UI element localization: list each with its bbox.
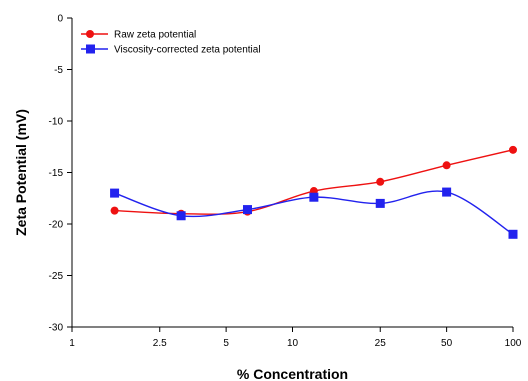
x-tick-label: 50 (441, 338, 453, 349)
data-point (176, 211, 186, 221)
series-2 (110, 187, 518, 239)
x-tick-label: 1 (69, 338, 75, 349)
data-point (509, 145, 517, 154)
y-tick-label: -20 (49, 220, 64, 231)
legend-label: Viscosity-corrected zeta potential (114, 45, 261, 56)
legend: Raw zeta potential Viscosity-corrected ze… (81, 30, 261, 56)
series-line (114, 149, 514, 215)
data-point (442, 161, 451, 170)
x-tick-label: 25 (375, 338, 387, 349)
series-1 (110, 145, 517, 218)
x-tick-label: 10 (287, 338, 299, 349)
x-axis-title: % Concentration (237, 366, 348, 381)
axes: 0 -5 -10 -15 -20 -25 -30 1 2.5 5 10 25 50 100 (49, 14, 522, 350)
data-point (242, 205, 252, 215)
data-point (110, 206, 119, 215)
legend-label: Raw zeta potential (114, 30, 196, 41)
data-point (442, 187, 452, 197)
x-tick-label: 100 (505, 338, 522, 349)
y-tick-label: -10 (49, 117, 64, 128)
legend-marker (86, 30, 94, 38)
legend-entry: Raw zeta potential (81, 30, 196, 41)
data-point (376, 177, 385, 186)
x-tick-label: 2.5 (153, 338, 167, 349)
y-tick-label: -25 (49, 271, 64, 282)
legend-entry: Viscosity-corrected zeta potential (81, 44, 261, 56)
data-point (110, 188, 120, 198)
x-tick-label: 5 (223, 338, 229, 349)
y-tick-label: -15 (49, 168, 64, 179)
data-point (309, 192, 319, 202)
legend-marker (86, 44, 95, 54)
y-tick-label: -30 (49, 323, 64, 334)
series-layer (110, 145, 518, 239)
y-tick-label: 0 (57, 14, 63, 25)
y-axis-title: Zeta Potential (mV) (13, 109, 29, 236)
data-point (375, 198, 385, 208)
y-tick-label: -5 (54, 65, 63, 76)
data-point (508, 229, 518, 239)
